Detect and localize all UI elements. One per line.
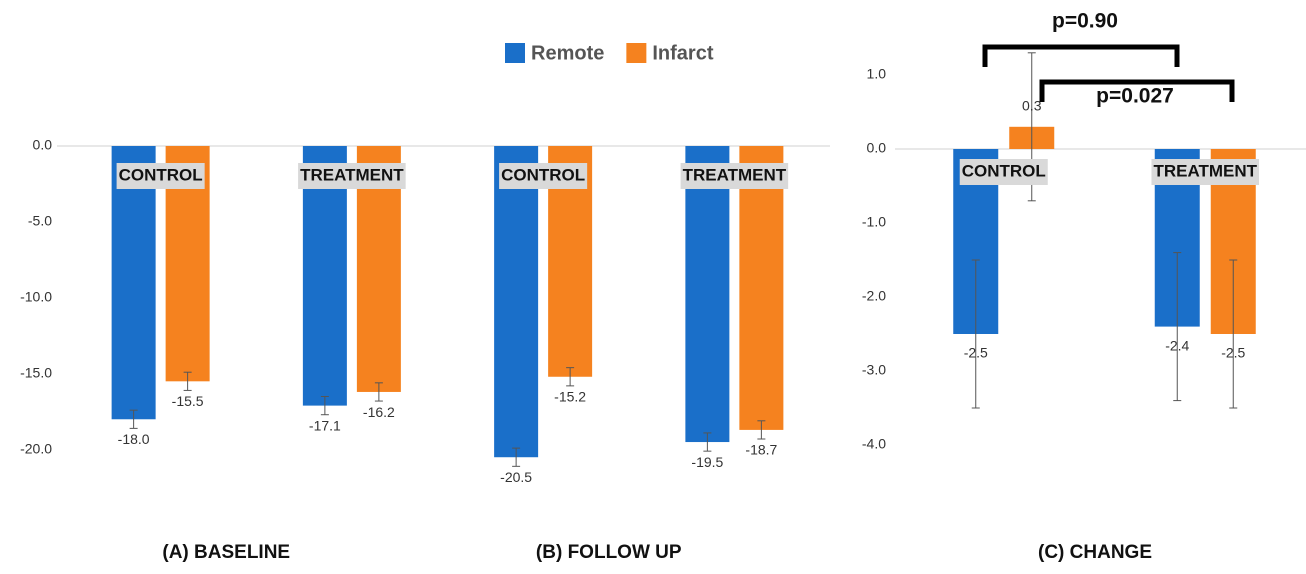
value-label: -2.4 [1165, 337, 1189, 353]
value-label: -16.2 [363, 404, 395, 420]
value-label: -15.5 [172, 393, 204, 409]
value-label: -2.5 [1221, 345, 1245, 361]
bar [494, 146, 539, 458]
bar [302, 146, 347, 406]
bar [111, 146, 156, 420]
value-label: -18.7 [745, 442, 777, 458]
value-label: -2.5 [964, 345, 988, 361]
category-label: CONTROL [119, 165, 203, 184]
p-value: p=0.90 [1052, 10, 1118, 33]
category-label: CONTROL [501, 165, 585, 184]
y-tick-label: -2.0 [862, 288, 886, 304]
value-label: -20.5 [500, 469, 532, 485]
legend-swatch [505, 43, 525, 63]
value-label: -15.2 [554, 389, 586, 405]
category-label-bg [499, 163, 588, 189]
legend-swatch [626, 43, 647, 63]
y-tick-label: -5.0 [28, 213, 52, 229]
category-label: TREATMENT [300, 165, 404, 184]
category-label-bg [298, 163, 406, 189]
y-tick-label: -10.0 [20, 289, 52, 305]
y-tick-label: 1.0 [867, 66, 887, 82]
p-value: p=0.027 [1096, 85, 1174, 108]
category-label-bg [959, 159, 1048, 185]
bar [685, 146, 730, 443]
panel-caption: (A) BASELINE [162, 542, 290, 563]
legend-label: Infarct [652, 42, 713, 64]
panel-caption: (C) CHANGE [1038, 542, 1152, 563]
y-tick-label: -15.0 [20, 364, 52, 380]
y-tick-label: -3.0 [862, 362, 886, 378]
value-label: -18.0 [118, 431, 150, 447]
category-label-bg [680, 163, 789, 189]
panel-caption: (B) FOLLOW UP [536, 542, 682, 563]
significance-bracket [1039, 79, 1235, 102]
category-label: TREATMENT [1153, 161, 1257, 180]
category-label: TREATMENT [683, 165, 787, 184]
y-tick-label: -20.0 [20, 440, 52, 456]
legend-label: Remote [531, 42, 604, 64]
category-label-bg [1151, 159, 1260, 185]
value-label: 0.3 [1022, 98, 1042, 114]
y-tick-label: 0.0 [33, 137, 53, 153]
category-label: CONTROL [962, 161, 1046, 180]
y-tick-label: 0.0 [867, 140, 887, 156]
y-tick-label: -4.0 [862, 436, 886, 452]
bar [739, 146, 784, 430]
category-label-bg [116, 163, 205, 189]
value-label: -19.5 [691, 454, 723, 470]
y-tick-label: -1.0 [862, 214, 886, 230]
value-label: -17.1 [309, 417, 341, 433]
significance-bracket [982, 44, 1180, 67]
